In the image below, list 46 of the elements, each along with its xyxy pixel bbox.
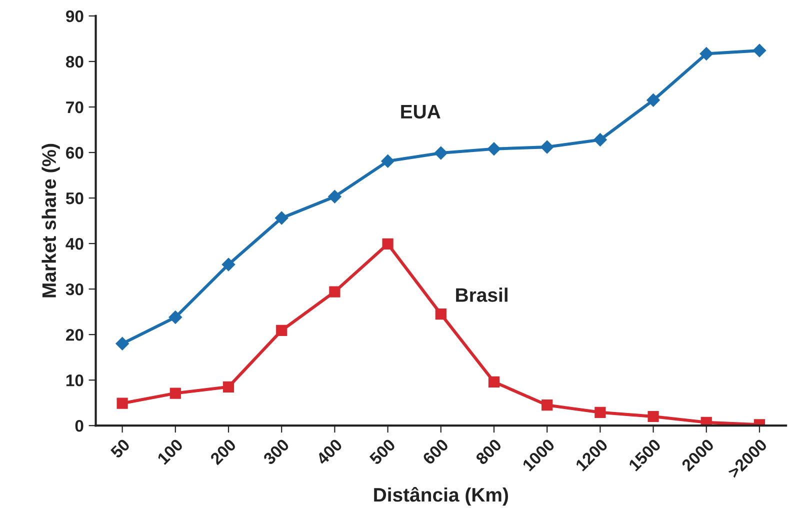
point xyxy=(116,337,129,350)
y-tick-label: 0 xyxy=(75,420,84,432)
point xyxy=(168,310,182,324)
y-axis-title: Market share (%) xyxy=(42,144,60,298)
x-tick-label: 200 xyxy=(210,438,237,466)
x-tick-label: 50 xyxy=(110,438,130,459)
series-label: Brasil xyxy=(456,288,508,302)
point xyxy=(487,142,501,156)
y-tick-label: 60 xyxy=(66,146,84,159)
y-tick-label: 50 xyxy=(66,192,84,204)
point xyxy=(116,398,128,409)
point xyxy=(276,324,288,336)
point xyxy=(222,381,234,392)
y-tick-label: 90 xyxy=(66,10,84,22)
point xyxy=(700,47,713,60)
point xyxy=(752,44,766,58)
point xyxy=(222,258,236,272)
point xyxy=(170,388,181,399)
x-tick-label: 400 xyxy=(316,438,343,466)
point xyxy=(328,190,342,204)
point xyxy=(542,400,553,411)
y-tick-label: 80 xyxy=(66,56,84,68)
x-tick-label: 300 xyxy=(262,438,290,466)
x-tick-label: 500 xyxy=(368,438,396,466)
series-label: EUA xyxy=(401,104,440,119)
point xyxy=(435,308,446,320)
x-tick-label: 600 xyxy=(422,438,450,466)
point xyxy=(540,140,554,154)
y-tick-label: 10 xyxy=(66,374,84,386)
point xyxy=(382,238,394,250)
point xyxy=(275,211,288,225)
y-tick-label: 20 xyxy=(66,328,84,341)
point xyxy=(434,146,448,160)
x-tick-label: 100 xyxy=(156,438,184,465)
y-tick-label: 40 xyxy=(66,238,84,250)
point xyxy=(648,410,659,422)
point xyxy=(646,94,660,107)
point xyxy=(381,154,394,168)
x-tick-label: 800 xyxy=(475,438,502,466)
point xyxy=(594,133,607,146)
point xyxy=(594,406,606,418)
x-axis-title: Distância (Km) xyxy=(374,487,508,506)
point xyxy=(329,286,340,298)
y-tick-label: 70 xyxy=(66,101,84,114)
point xyxy=(488,376,500,388)
y-tick-label: 30 xyxy=(66,283,84,296)
